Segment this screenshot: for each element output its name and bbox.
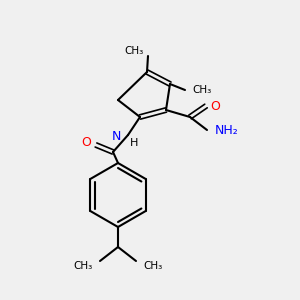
Text: NH₂: NH₂: [215, 124, 239, 136]
Text: CH₃: CH₃: [192, 85, 211, 95]
Text: O: O: [81, 136, 91, 149]
Text: CH₃: CH₃: [143, 261, 162, 271]
Text: CH₃: CH₃: [74, 261, 93, 271]
Text: H: H: [130, 138, 138, 148]
Text: O: O: [210, 100, 220, 112]
Text: CH₃: CH₃: [125, 46, 144, 56]
Text: N: N: [112, 130, 121, 143]
